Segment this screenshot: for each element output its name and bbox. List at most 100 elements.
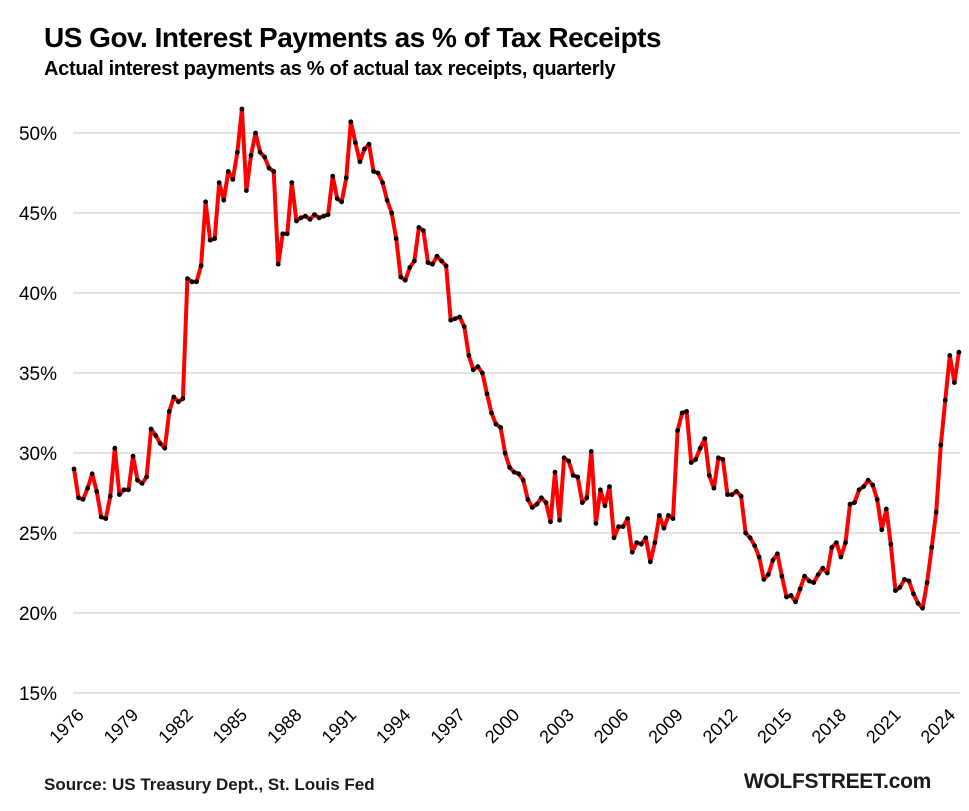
data-point <box>856 487 862 493</box>
data-point <box>212 236 218 242</box>
data-point <box>779 573 785 579</box>
x-axis-label-2015: 2015 <box>753 705 795 747</box>
data-point <box>461 324 467 329</box>
data-point <box>298 215 304 221</box>
data-point <box>861 484 866 489</box>
data-point <box>643 535 649 541</box>
data-point <box>362 146 367 152</box>
data-point <box>870 482 876 488</box>
y-axis-label-50: 50% <box>19 124 57 145</box>
data-point <box>117 492 122 497</box>
data-point <box>852 500 857 505</box>
data-point <box>475 364 481 369</box>
data-point <box>570 473 576 478</box>
data-point <box>829 545 835 550</box>
data-point <box>203 199 209 205</box>
data-point <box>775 551 780 557</box>
data-point <box>153 433 159 438</box>
y-axis-label-30: 30% <box>19 444 57 465</box>
data-point <box>956 349 962 355</box>
data-point <box>130 453 136 459</box>
data-point <box>525 497 531 502</box>
data-point <box>942 397 948 403</box>
data-point <box>902 577 907 582</box>
data-point <box>225 169 231 174</box>
data-point <box>94 489 100 494</box>
data-point <box>548 519 553 525</box>
data-point <box>452 316 458 321</box>
data-point <box>434 253 440 259</box>
data-point <box>588 449 594 454</box>
data-point <box>176 399 181 405</box>
data-point <box>366 141 372 147</box>
data-point <box>706 473 712 478</box>
data-point <box>552 469 558 475</box>
data-point <box>480 370 485 376</box>
data-point <box>484 391 490 397</box>
x-axis-label-2003: 2003 <box>535 705 577 747</box>
data-point <box>675 428 680 433</box>
data-point <box>770 557 776 563</box>
data-point <box>412 258 417 264</box>
data-point <box>888 541 894 547</box>
data-point <box>244 188 249 194</box>
x-axis-label-2018: 2018 <box>808 705 850 747</box>
data-point <box>139 481 145 486</box>
data-point <box>194 279 199 285</box>
data-point <box>920 605 925 611</box>
data-point <box>529 505 535 510</box>
data-point <box>811 580 817 585</box>
data-point <box>507 465 512 470</box>
data-point <box>561 455 567 461</box>
data-point <box>171 394 177 400</box>
x-axis-label-1997: 1997 <box>427 705 469 747</box>
data-point <box>235 149 240 155</box>
data-point <box>334 196 340 202</box>
data-point <box>89 471 95 477</box>
data-point <box>765 572 771 577</box>
data-point <box>262 154 267 160</box>
data-point <box>893 588 898 593</box>
data-point <box>398 274 404 280</box>
y-axis-label-40: 40% <box>19 284 57 305</box>
data-point <box>375 170 381 176</box>
data-point <box>325 212 331 218</box>
data-point <box>266 165 272 171</box>
data-point <box>598 487 603 493</box>
data-point <box>697 445 703 451</box>
data-point <box>185 276 190 281</box>
chart-subtitle: Actual interest payments as % of actual … <box>44 58 616 80</box>
data-point <box>634 540 640 545</box>
data-point <box>253 130 258 136</box>
data-point <box>257 149 263 155</box>
data-point <box>602 503 608 509</box>
data-point <box>933 509 939 515</box>
data-point <box>952 380 957 385</box>
data-point <box>103 516 109 521</box>
data-point <box>380 180 385 186</box>
x-axis-label-1979: 1979 <box>100 705 142 747</box>
data-point <box>402 277 408 283</box>
data-point <box>865 477 871 483</box>
data-point <box>679 410 685 416</box>
data-point <box>752 543 758 549</box>
data-point <box>126 487 131 493</box>
data-point <box>607 484 612 489</box>
data-point <box>929 545 935 550</box>
data-point <box>843 540 848 545</box>
data-point <box>947 353 953 358</box>
data-point <box>616 524 621 529</box>
data-point <box>416 225 422 230</box>
data-point <box>112 445 118 451</box>
data-point <box>520 477 526 483</box>
x-axis-label-1985: 1985 <box>209 705 251 747</box>
data-point <box>897 585 903 590</box>
data-point <box>539 495 544 501</box>
data-point <box>915 601 921 606</box>
data-point <box>784 594 789 600</box>
data-point <box>716 455 721 461</box>
data-point <box>620 524 626 529</box>
data-point <box>788 593 794 598</box>
chart-title: US Gov. Interest Payments as % of Tax Re… <box>44 22 662 53</box>
data-point <box>498 425 503 430</box>
